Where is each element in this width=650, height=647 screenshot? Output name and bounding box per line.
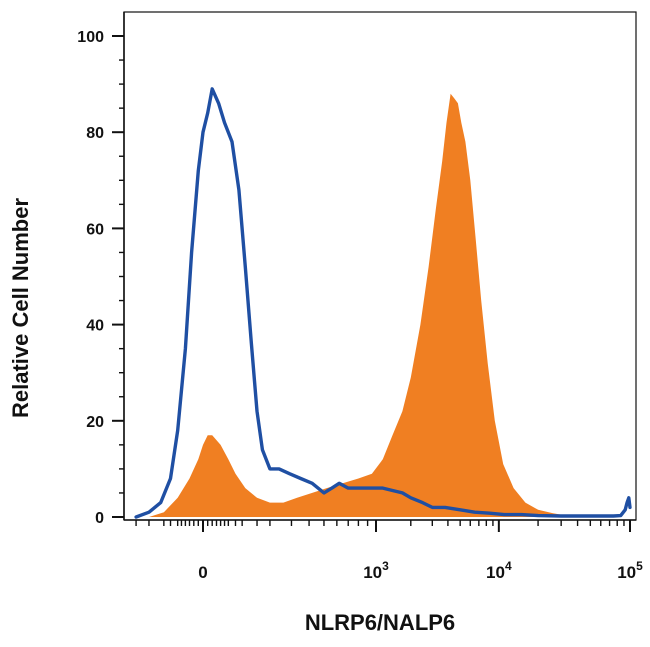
x-axis-title: NLRP6/NALP6 (305, 610, 455, 635)
y-tick-label: 20 (86, 414, 104, 431)
y-axis-title: Relative Cell Number (8, 198, 33, 419)
sample-histogram-filled (149, 93, 578, 517)
x-tick-label: 104 (486, 559, 512, 582)
y-tick-label: 100 (77, 29, 104, 46)
x-tick-label: 105 (617, 559, 643, 582)
y-tick-label: 80 (86, 125, 104, 142)
y-tick-label: 60 (86, 221, 104, 238)
control-histogram-line (134, 87, 632, 519)
plot-frame (123, 11, 637, 521)
series-layer (134, 87, 632, 519)
x-tick-label: 0 (198, 563, 207, 582)
y-tick-label: 40 (86, 318, 104, 335)
x-axis-ticks: 0 103 104 105 (135, 520, 643, 582)
x-tick-label: 103 (363, 559, 389, 582)
y-axis-ticks: 0 20 40 60 80 100 (77, 29, 124, 527)
y-tick-label: 0 (95, 510, 104, 527)
